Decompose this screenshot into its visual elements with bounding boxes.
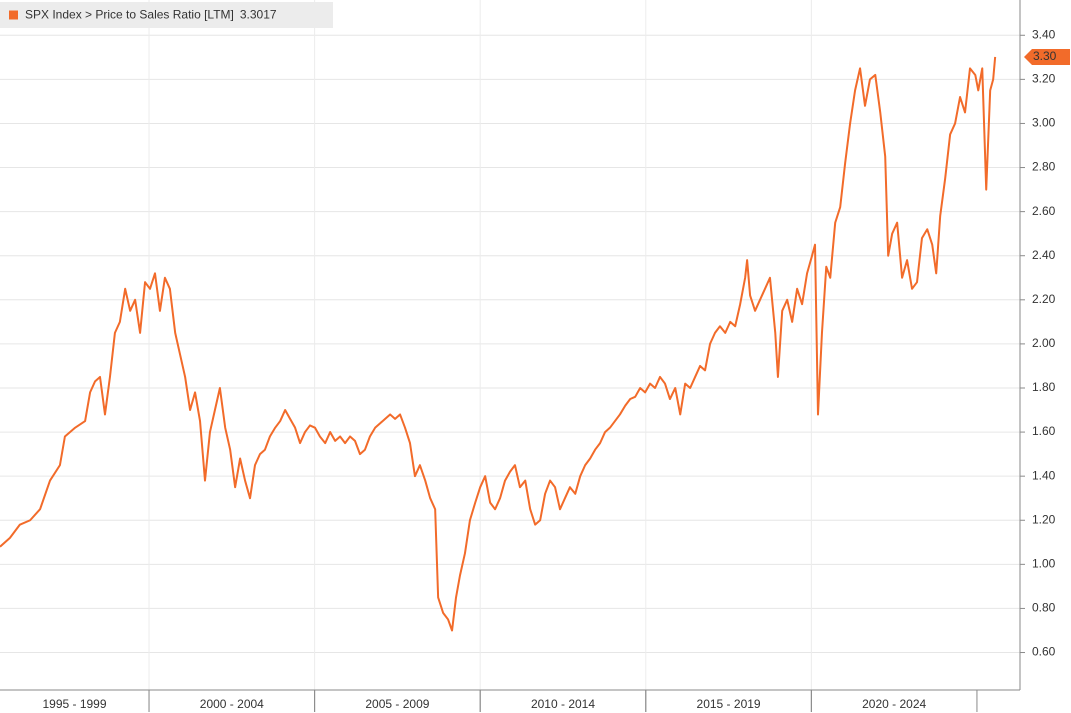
- y-tick-label: 0.60: [1032, 645, 1056, 659]
- y-tick-label: 1.80: [1032, 380, 1056, 394]
- last-value-label: 3.30: [1033, 49, 1057, 63]
- series-line: [0, 56, 997, 632]
- x-tick-label: 2005 - 2009: [365, 697, 429, 711]
- legend-background: [0, 2, 333, 28]
- last-value-marker: [1024, 48, 1070, 65]
- x-tick-label: 2000 - 2004: [200, 697, 264, 711]
- y-tick-label: 1.40: [1032, 468, 1056, 482]
- y-tick-label: 3.00: [1032, 116, 1056, 130]
- legend: SPX Index > Price to Sales Ratio [LTM] 3.…: [0, 2, 333, 28]
- y-tick-label: 3.40: [1032, 27, 1056, 41]
- y-tick-label: 1.00: [1032, 557, 1056, 571]
- y-tick-label: 2.40: [1032, 248, 1056, 262]
- legend-last-value: 3.3017: [240, 8, 277, 22]
- x-tick-label: 1995 - 1999: [42, 697, 106, 711]
- y-tick-label: 2.00: [1032, 336, 1056, 350]
- x-tick-label: 2020 - 2024: [862, 697, 926, 711]
- y-tick-label: 2.60: [1032, 204, 1056, 218]
- x-tick-label: 2015 - 2019: [697, 697, 761, 711]
- y-tick-label: 2.80: [1032, 160, 1056, 174]
- x-tick-label: 2010 - 2014: [531, 697, 595, 711]
- y-tick-label: 2.20: [1032, 292, 1056, 306]
- legend-swatch: [9, 10, 18, 20]
- y-tick-label: 1.20: [1032, 512, 1056, 526]
- y-tick-label: 0.80: [1032, 601, 1056, 615]
- legend-entry: SPX Index > Price to Sales Ratio [LTM] 3.…: [25, 8, 277, 22]
- plot: [0, 56, 997, 632]
- y-tick-label: 1.60: [1032, 424, 1056, 438]
- legend-series-name: SPX Index > Price to Sales Ratio [LTM]: [25, 8, 234, 22]
- grid: [0, 0, 1020, 690]
- y-tick-label: 3.20: [1032, 72, 1056, 86]
